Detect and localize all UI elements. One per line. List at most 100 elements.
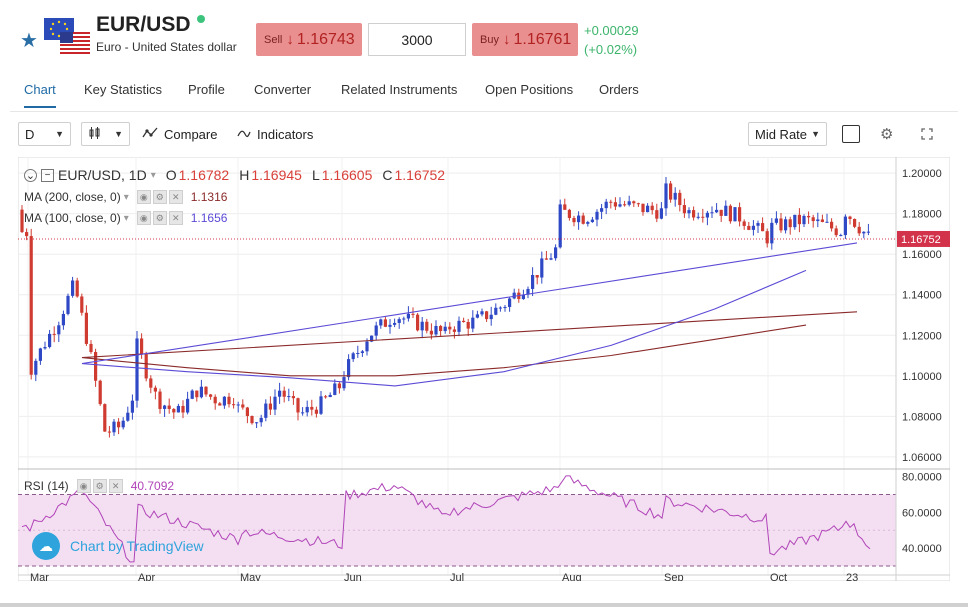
high-value: 1.16945	[251, 167, 302, 183]
candle-body	[94, 352, 98, 381]
candle-body	[452, 329, 456, 332]
candle-body	[627, 201, 631, 205]
chevron-down-icon[interactable]: ▾	[150, 169, 156, 181]
candle-body	[673, 192, 677, 200]
candle-body	[259, 417, 263, 423]
candle-body	[494, 307, 498, 315]
candle-body	[181, 405, 185, 413]
candle-body	[264, 403, 268, 418]
candle-body	[609, 201, 613, 203]
interval-select[interactable]: D ▼	[18, 122, 71, 146]
candle-body	[558, 204, 562, 248]
ma100-line	[81, 242, 858, 387]
candle-body	[747, 225, 751, 230]
scrollbar-track[interactable]	[0, 603, 968, 607]
tab-key-statistics[interactable]: Key Statistics	[84, 82, 163, 97]
candle-body	[471, 317, 475, 329]
tab-related-instruments[interactable]: Related Instruments	[341, 82, 458, 97]
settings-icon[interactable]: ⚙	[92, 479, 107, 493]
candle-body	[475, 314, 479, 318]
candle-body	[531, 275, 535, 289]
buy-button[interactable]: Buy ↓ 1.16761	[472, 23, 578, 56]
candle-body	[701, 216, 705, 218]
candle-body	[107, 431, 111, 433]
candle-body	[811, 217, 815, 222]
candle-body	[232, 404, 236, 406]
candle-body	[356, 352, 360, 354]
candle-body	[825, 221, 829, 223]
candle-body	[866, 231, 870, 233]
time-tick-label: May	[240, 572, 261, 581]
candle-body	[98, 380, 102, 405]
rsi-value: 40.7092	[130, 479, 175, 493]
tradingview-logo-icon: ☁	[32, 532, 60, 560]
minimize-icon[interactable]: −	[41, 168, 54, 182]
time-tick-label: Jul	[450, 572, 464, 581]
candle-body	[669, 183, 673, 200]
settings-icon[interactable]: ⚙	[152, 190, 167, 204]
candle-body	[209, 394, 213, 397]
candle-body	[462, 320, 466, 322]
rsi-line	[21, 475, 871, 563]
chevron-down-icon[interactable]: ▾	[123, 191, 129, 203]
tab-profile[interactable]: Profile	[188, 82, 225, 97]
close-icon[interactable]: ✕	[168, 190, 183, 204]
candle-body	[319, 396, 323, 414]
candle-body	[374, 325, 378, 336]
candle-body	[521, 294, 525, 300]
close-icon[interactable]: ✕	[108, 479, 123, 493]
candle-body	[195, 390, 199, 398]
sell-button[interactable]: Sell ↓ 1.16743	[256, 23, 362, 56]
candle-body	[34, 360, 38, 375]
rate-mode-select[interactable]: Mid Rate ▼	[748, 122, 827, 146]
compare-button[interactable]: Compare	[142, 122, 217, 146]
chart-legend-ohlc: ⌄ − EUR/USD, 1D ▾ O 1.16782 H 1.16945 L 1.1…	[24, 167, 445, 183]
candle-body	[328, 394, 332, 398]
candle-body	[126, 412, 130, 421]
chart-container[interactable]: 1.20000 1.18000 1.16000 1.14000 1.12000 1.100…	[18, 157, 950, 581]
price-chart[interactable]: 1.20000 1.18000 1.16000 1.14000 1.12000 1.100…	[18, 157, 950, 581]
open-value: 1.16782	[178, 167, 230, 183]
chevron-down-icon[interactable]: ▾	[123, 212, 129, 224]
sell-label: Sell	[264, 33, 283, 46]
eye-icon[interactable]: ◉	[136, 190, 151, 204]
candle-body	[623, 204, 627, 206]
time-tick-label: Apr	[138, 572, 155, 581]
collapse-chevron-icon[interactable]: ⌄	[24, 168, 37, 182]
tab-converter[interactable]: Converter	[254, 82, 312, 97]
sell-price: 1.16743	[296, 30, 355, 48]
settings-icon[interactable]: ⚙	[152, 211, 167, 225]
tab-orders[interactable]: Orders	[599, 82, 639, 97]
tab-open-positions[interactable]: Open Positions	[485, 82, 574, 97]
candle-body	[273, 396, 277, 410]
eye-icon[interactable]: ◉	[136, 211, 151, 225]
ma100-value: 1.1656	[190, 211, 228, 225]
candle-body	[508, 298, 512, 308]
candle-body	[830, 221, 834, 229]
price-change: +0.00029 (+0.02%)	[584, 21, 639, 59]
quantity-input[interactable]	[368, 23, 466, 56]
candle-body	[664, 183, 668, 209]
indicators-button[interactable]: Indicators	[237, 122, 313, 146]
eur-usd-flag-icon	[44, 18, 90, 54]
change-percent: (+0.02%)	[584, 42, 638, 57]
candle-body	[567, 209, 571, 219]
candle-body	[291, 396, 295, 399]
candle-body	[144, 354, 148, 379]
favorite-star-icon[interactable]: ★	[20, 30, 38, 52]
expand-icon[interactable]	[920, 122, 934, 146]
candle-body	[360, 351, 364, 353]
close-icon[interactable]: ✕	[168, 211, 183, 225]
tradingview-badge[interactable]: ☁ Chart by TradingView	[32, 531, 228, 561]
tab-chart[interactable]: Chart	[24, 82, 56, 108]
eye-icon[interactable]: ◉	[76, 479, 91, 493]
candle-body	[75, 280, 79, 297]
price-tick-label: 1.20000	[902, 168, 942, 180]
chevron-down-icon: ▼	[55, 129, 64, 139]
candle-body	[117, 421, 121, 428]
fullscreen-toggle-box[interactable]	[842, 122, 860, 146]
candle-body	[724, 205, 728, 216]
candle-body	[632, 201, 636, 204]
chart-style-select[interactable]: ▼	[81, 122, 130, 146]
settings-gear-icon[interactable]: ⚙	[880, 126, 894, 143]
